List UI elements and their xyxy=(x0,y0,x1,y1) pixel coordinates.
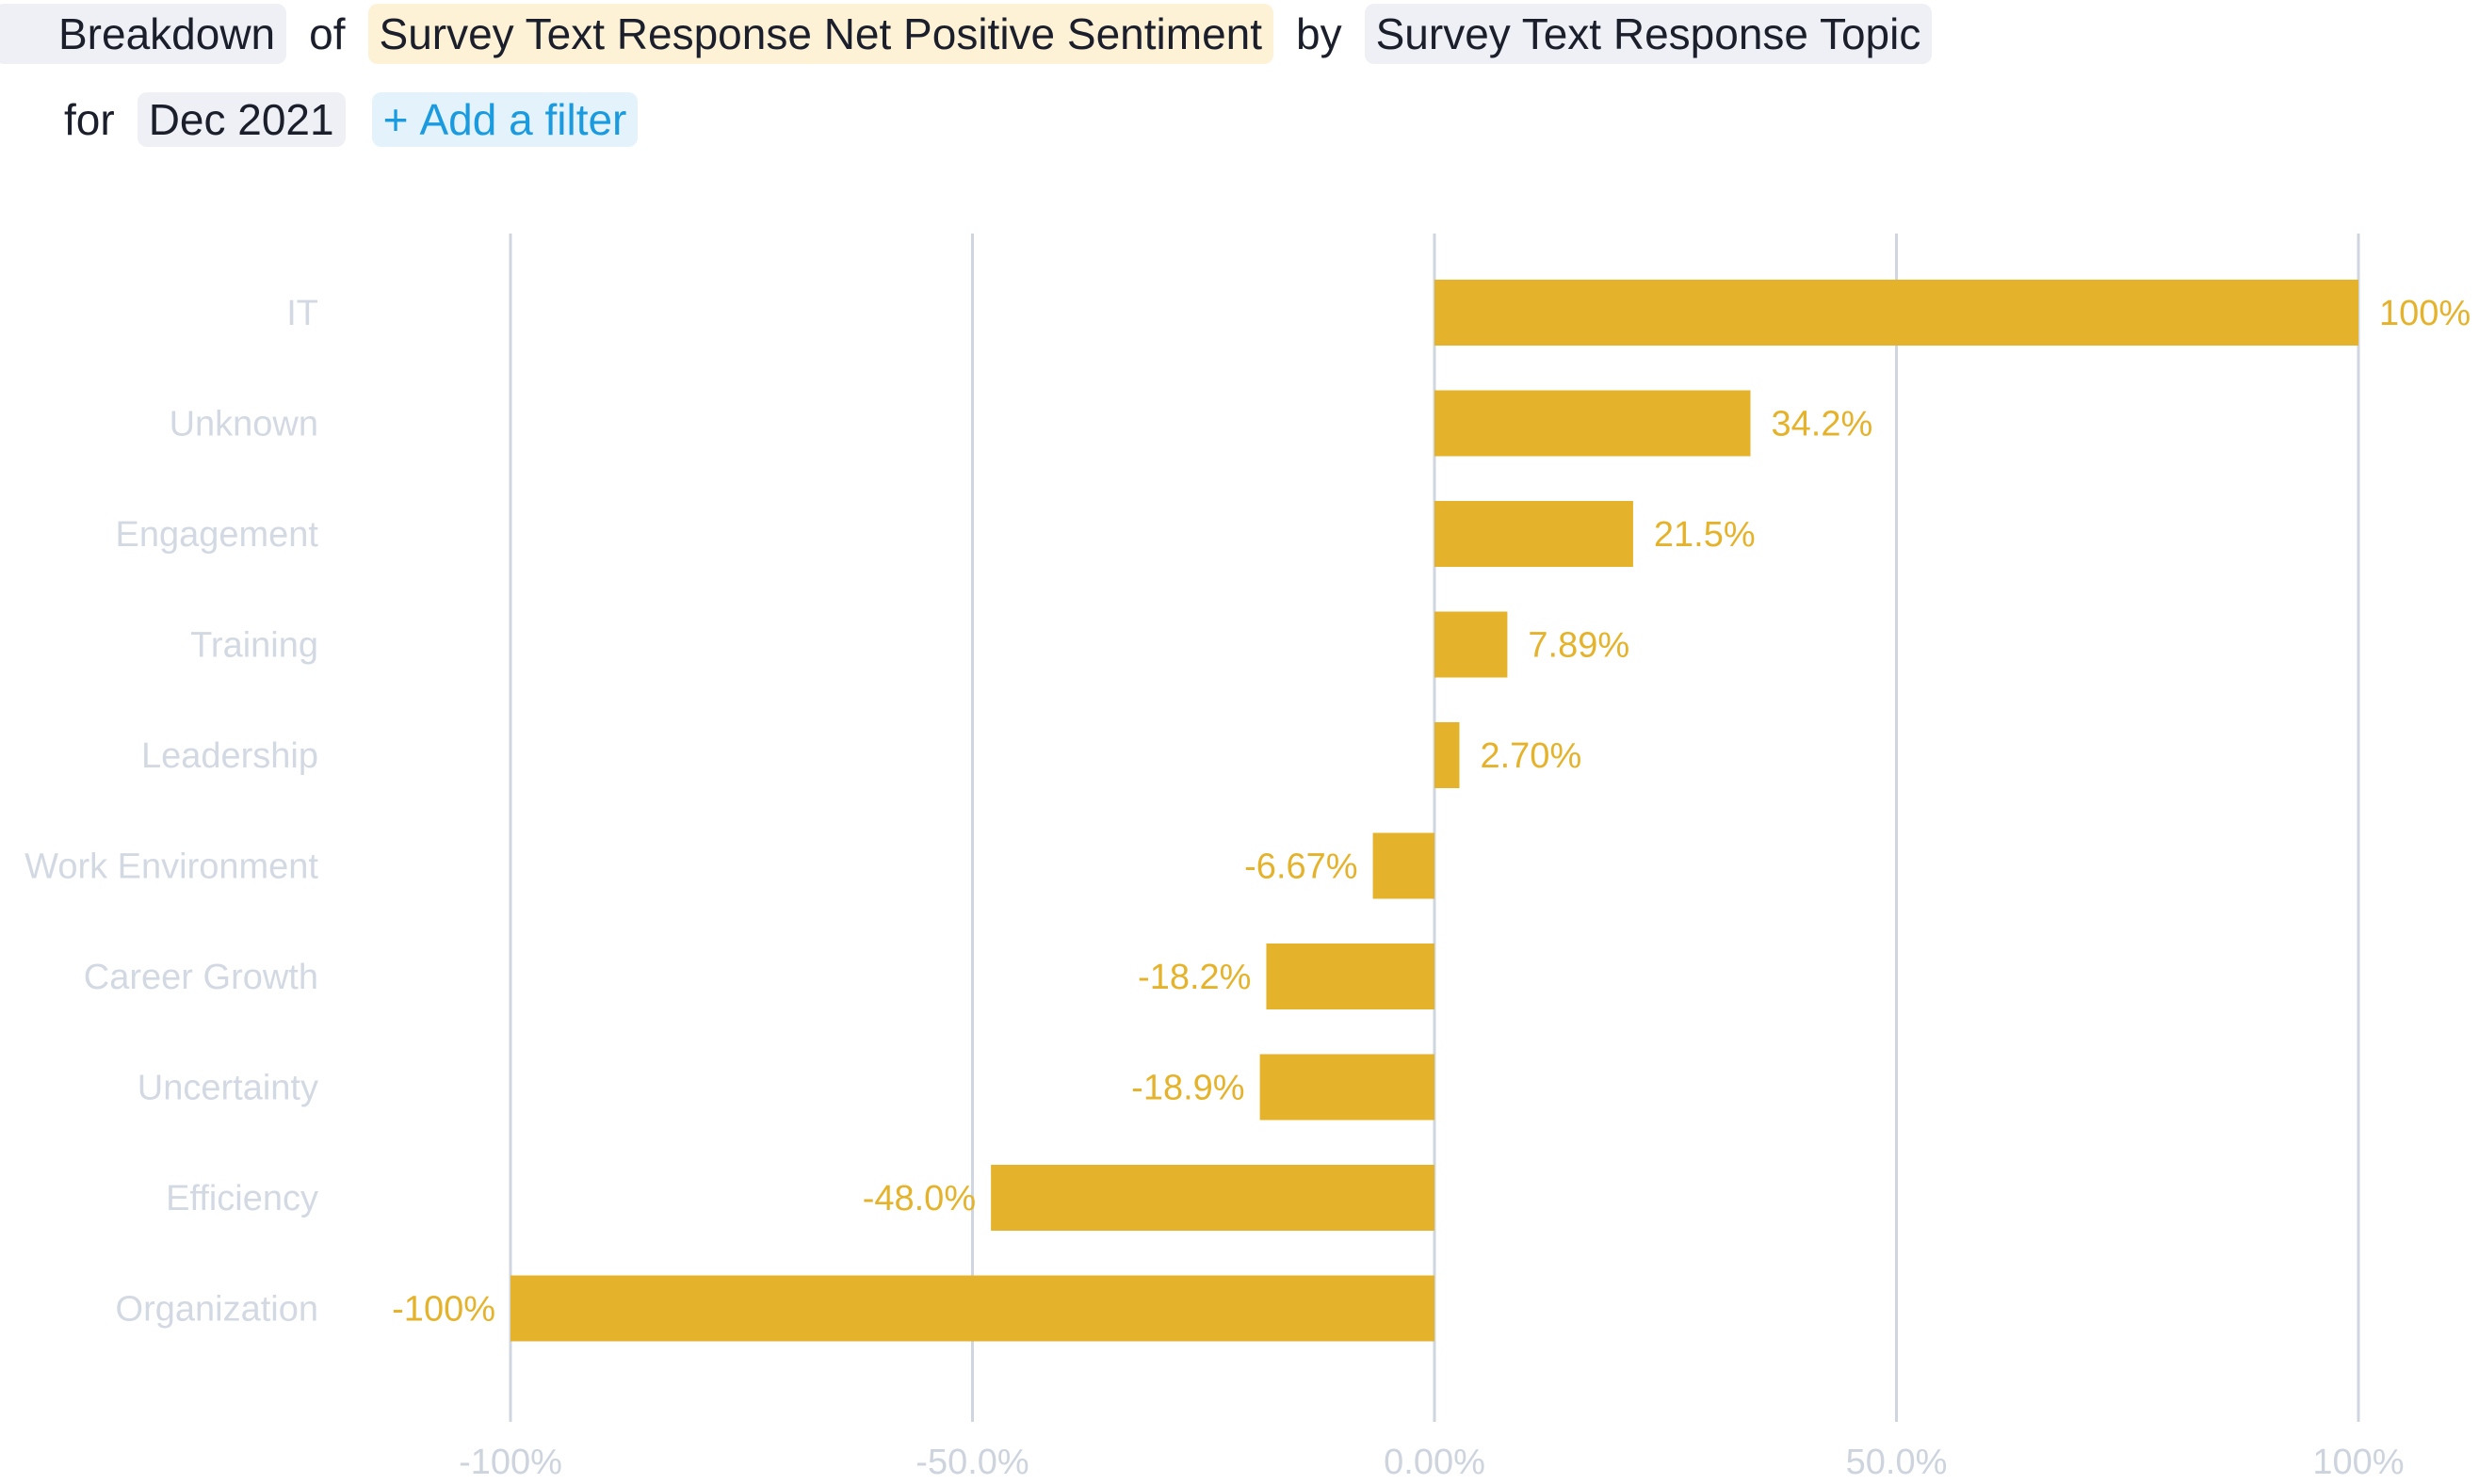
category-label: Career Growth xyxy=(84,958,318,997)
category-label: IT xyxy=(286,294,318,333)
by-connector: by xyxy=(1296,9,1342,58)
x-tick-label: -50.0% xyxy=(915,1443,1029,1482)
bar[interactable] xyxy=(1434,611,1508,678)
dimension-chip[interactable]: Survey Text Response Topic xyxy=(1364,4,1933,64)
category-label: Leadership xyxy=(141,736,318,776)
plus-icon: + xyxy=(382,95,409,144)
add-filter-button[interactable]: + Add a filter xyxy=(371,92,639,147)
value-label: 21.5% xyxy=(1654,515,1756,555)
category-label: Efficiency xyxy=(166,1179,318,1218)
category-label: Training xyxy=(190,626,318,666)
bar[interactable] xyxy=(1266,944,1434,1009)
query-row-breakdown: Breakdown of Survey Text Response Net Po… xyxy=(0,4,1933,64)
x-tick-label: -100% xyxy=(459,1443,562,1482)
value-label: 100% xyxy=(2379,294,2471,333)
bar[interactable] xyxy=(1434,280,2358,346)
labels: IT 100% Unknown 34.2% Engagement 21.5% Trainin… xyxy=(24,294,2471,1330)
category-label: Engagement xyxy=(116,515,319,555)
bar[interactable] xyxy=(991,1165,1434,1231)
value-label: 34.2% xyxy=(1772,405,1873,444)
value-label: 7.89% xyxy=(1528,626,1629,666)
x-tick-label: 100% xyxy=(2312,1443,2404,1482)
of-connector: of xyxy=(309,9,346,58)
bar[interactable] xyxy=(1434,501,1633,567)
value-label: 2.70% xyxy=(1480,736,1581,776)
value-label: -100% xyxy=(392,1290,495,1330)
category-label: Work Environment xyxy=(24,847,318,887)
value-label: -6.67% xyxy=(1244,847,1357,887)
bar[interactable] xyxy=(1372,832,1434,899)
bar[interactable] xyxy=(1434,722,1460,788)
value-label: -48.0% xyxy=(863,1179,976,1218)
bars xyxy=(510,280,2358,1342)
value-label: -18.9% xyxy=(1131,1069,1244,1108)
x-axis-ticks: -100% -50.0% 0.00% 50.0% 100% xyxy=(459,1443,2405,1482)
category-label: Uncertainty xyxy=(138,1069,318,1108)
breakdown-chip[interactable]: Breakdown xyxy=(0,4,287,64)
bar[interactable] xyxy=(1259,1054,1434,1121)
period-chip[interactable]: Dec 2021 xyxy=(137,92,346,147)
query-row-filter: for Dec 2021 + Add a filter xyxy=(0,92,639,147)
add-filter-label: Add a filter xyxy=(419,95,627,144)
query-bar: Breakdown of Survey Text Response Net Po… xyxy=(0,0,2479,160)
for-connector: for xyxy=(64,95,115,144)
x-tick-label: 50.0% xyxy=(1846,1443,1948,1482)
metric-chip[interactable]: Survey Text Response Net Positive Sentim… xyxy=(367,4,1274,64)
category-label: Organization xyxy=(116,1290,318,1330)
value-label: -18.2% xyxy=(1138,958,1251,997)
category-label: Unknown xyxy=(170,405,318,444)
bar[interactable] xyxy=(1434,390,1751,457)
bar[interactable] xyxy=(510,1275,1434,1342)
x-tick-label: 0.00% xyxy=(1384,1443,1485,1482)
